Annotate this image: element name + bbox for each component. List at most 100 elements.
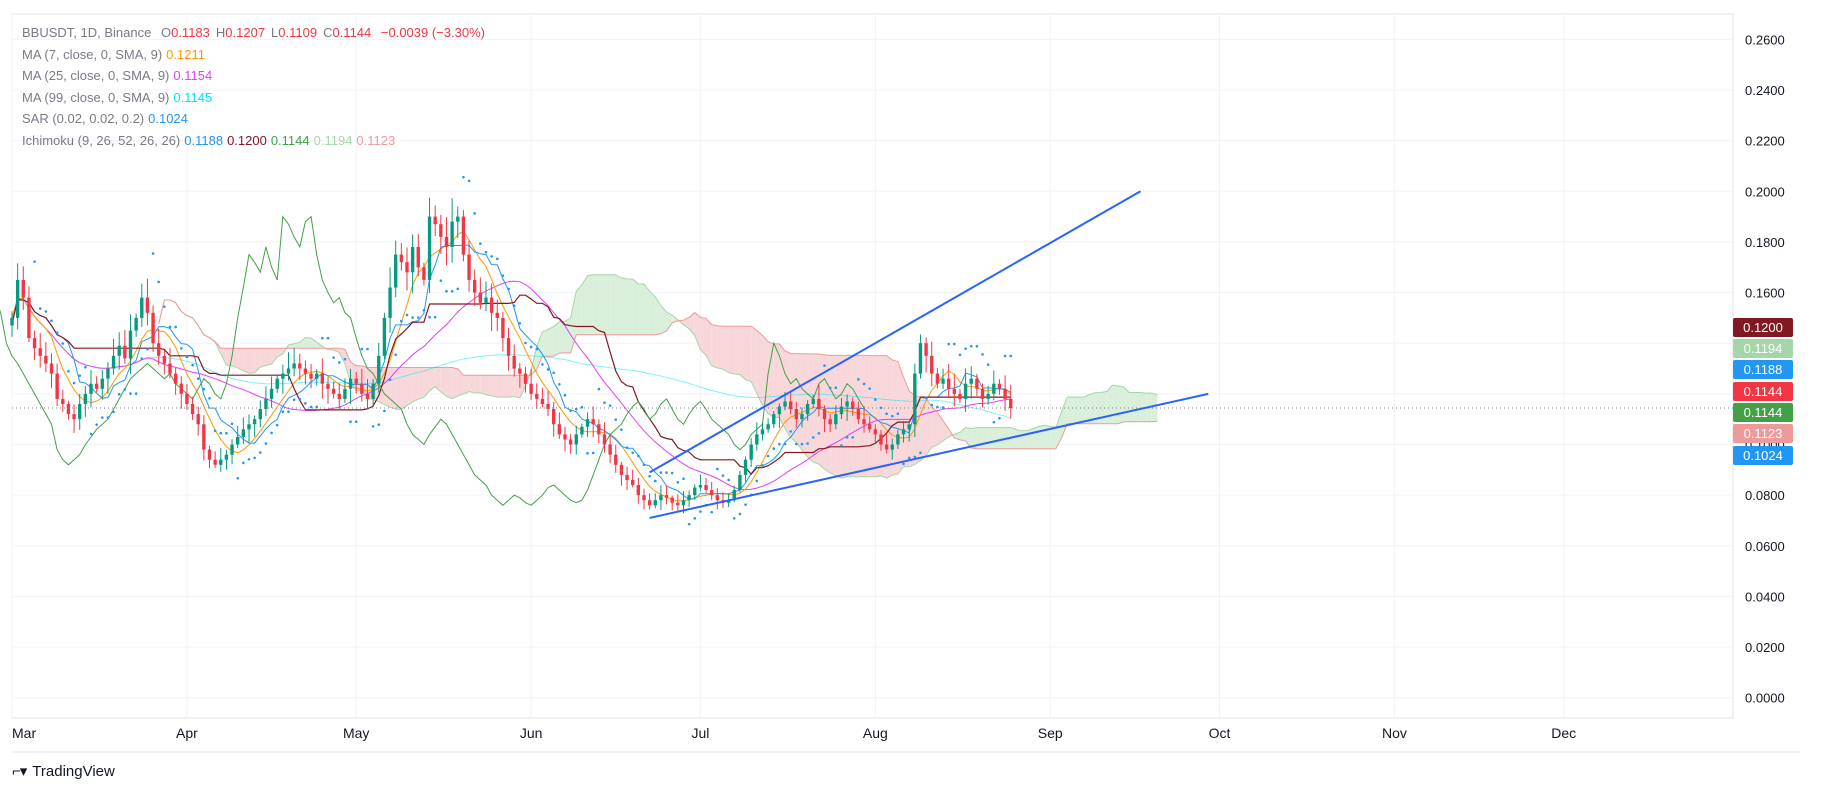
candle-body: [952, 388, 957, 394]
candle-body: [94, 383, 99, 389]
candle-body: [529, 383, 533, 394]
candle: [755, 422, 759, 451]
symbol-label[interactable]: BBUSDT, 1D, Binance: [22, 25, 152, 40]
candle-body: [935, 373, 940, 384]
candle: [946, 364, 951, 398]
cloud-segment: [610, 274, 616, 335]
sar-dot: [298, 397, 302, 401]
candle: [247, 414, 251, 443]
candle: [518, 362, 522, 388]
candle-body: [777, 406, 782, 415]
sar-dot: [287, 410, 290, 414]
candle-body: [484, 297, 488, 303]
indicator-row[interactable]: SAR (0.02, 0.02, 0.2) 0.1024: [22, 108, 485, 130]
candle: [930, 341, 934, 387]
cloud-segment: [480, 375, 486, 395]
candle: [580, 423, 584, 438]
cloud-segment: [615, 274, 622, 335]
candle: [563, 426, 567, 452]
candle: [619, 461, 624, 486]
cloud-segment: [638, 284, 644, 335]
cloud-segment: [463, 375, 470, 394]
cloud-segment: [841, 355, 848, 479]
candle-body: [117, 345, 121, 356]
indicator-row[interactable]: MA (99, close, 0, SMA, 9) 0.1145: [22, 87, 485, 109]
cloud-segment: [971, 427, 977, 449]
cloud-segment: [1140, 392, 1147, 422]
cloud-segment: [1084, 394, 1090, 424]
sar-dot: [800, 442, 804, 446]
sar-dot: [258, 451, 262, 454]
candle-body: [439, 224, 443, 237]
sar-dot: [857, 378, 860, 381]
sar-dot: [964, 347, 967, 350]
sar-dot: [541, 363, 544, 366]
cloud-segment: [751, 326, 757, 394]
candle: [360, 368, 364, 402]
candle-body: [185, 393, 189, 404]
sar-dot: [851, 436, 855, 439]
candle-body: [21, 279, 25, 298]
candle: [963, 368, 968, 412]
candle: [89, 369, 93, 408]
candle-body: [247, 424, 251, 430]
indicator-rows: MA (7, close, 0, SMA, 9) 0.1211 MA (25, cl…: [22, 44, 485, 152]
cloud-segment: [706, 318, 712, 366]
sar-dot: [783, 442, 787, 446]
candle: [422, 262, 426, 286]
indicator-row[interactable]: MA (7, close, 0, SMA, 9) 0.1211: [22, 44, 485, 66]
candle: [292, 347, 296, 377]
candle: [258, 400, 262, 428]
candle-body: [145, 297, 150, 313]
candle-body: [546, 403, 550, 410]
brand[interactable]: ⌐▾ TradingView: [12, 762, 115, 781]
candle: [213, 451, 217, 468]
y-tick-label: 0.2200: [1745, 134, 1785, 149]
candle-body: [190, 403, 195, 415]
cloud-segment: [553, 322, 560, 357]
sar-dot: [919, 451, 922, 455]
cloud-segment: [604, 274, 611, 335]
indicator-value: 0.1144: [270, 132, 310, 148]
candle-body: [207, 449, 212, 460]
candle: [941, 368, 945, 390]
indicator-row[interactable]: Ichimoku (9, 26, 52, 26, 26) 0.1188 0.1200…: [22, 130, 485, 152]
candle-body: [354, 378, 358, 384]
cloud-segment: [880, 355, 887, 479]
sar-dot: [191, 363, 194, 367]
candle-body: [405, 262, 409, 273]
candle-body: [298, 363, 302, 369]
candle: [535, 383, 539, 409]
ohlc-key-l: L: [271, 25, 279, 40]
sar-dot: [281, 410, 285, 414]
candle-body: [269, 388, 274, 399]
candle-body: [123, 345, 127, 359]
candle-body: [749, 444, 753, 460]
sar-dot: [501, 274, 505, 277]
candle-body: [399, 254, 404, 263]
indicator-value: 0.1123: [356, 132, 396, 148]
cloud-segment: [429, 367, 436, 391]
candle-body: [636, 485, 641, 496]
candle: [111, 338, 116, 375]
sar-dot: [840, 444, 843, 447]
sar-dot: [998, 416, 1001, 420]
sar-dot: [44, 310, 48, 313]
candle-body: [512, 355, 516, 369]
x-tick-label: Jul: [691, 725, 709, 741]
sar-dot: [930, 403, 934, 407]
candle-body: [738, 474, 742, 491]
sar-dot: [275, 423, 279, 427]
change-label: −0.0039 (−3.30%): [380, 25, 485, 40]
sar-dot: [304, 402, 307, 405]
candle-body: [275, 378, 279, 389]
indicator-row[interactable]: MA (25, close, 0, SMA, 9) 0.1154: [22, 65, 485, 87]
sar-dot: [834, 386, 838, 390]
cloud-segment: [423, 367, 430, 398]
cloud-segment: [598, 274, 605, 335]
candle: [27, 286, 31, 343]
candle: [140, 283, 144, 327]
sar-dot: [242, 461, 245, 465]
